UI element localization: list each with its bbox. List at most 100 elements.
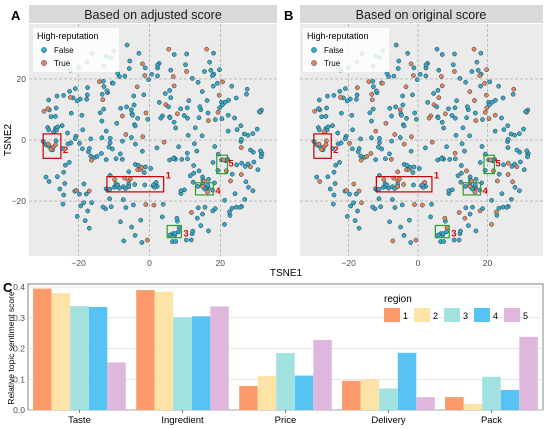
scatter-x-axis-title: TSNE1 xyxy=(270,268,303,279)
false-point xyxy=(139,240,145,245)
legend-label-region-1: 1 xyxy=(403,311,408,321)
y-tick-label-c: 0.4 xyxy=(13,282,25,292)
false-point xyxy=(460,125,466,131)
true-point xyxy=(411,73,416,78)
true-point xyxy=(96,79,102,85)
false-point xyxy=(462,148,467,154)
bar-taste-region-3 xyxy=(70,306,89,410)
false-point xyxy=(505,123,511,129)
true-point xyxy=(484,92,489,98)
x-tick-label-b: 0 xyxy=(416,258,421,268)
points-a xyxy=(40,42,265,245)
false-point xyxy=(399,112,404,118)
x-tick-label-c: Delivery xyxy=(371,415,406,426)
false-point xyxy=(131,93,137,99)
false-point xyxy=(434,46,440,52)
true-point xyxy=(368,151,374,156)
true-point xyxy=(41,108,47,114)
y-tick-label-a: 20 xyxy=(17,74,27,84)
bar-taste-region-2 xyxy=(51,293,71,410)
scatter-y-axis-title: TSNE2 xyxy=(3,123,14,156)
bar-delivery-region-2 xyxy=(360,379,380,410)
false-point xyxy=(317,127,322,133)
false-point xyxy=(517,131,522,136)
false-point xyxy=(353,191,359,197)
false-point xyxy=(250,131,256,136)
x-tick-label-b: 20 xyxy=(483,258,493,268)
region-boxes-a: 1 2 3 4 5 xyxy=(42,133,234,240)
false-point xyxy=(178,188,184,194)
legend-title-a: High-reputation xyxy=(37,31,99,41)
region-box-1 xyxy=(106,176,165,193)
region-label-2: 2 xyxy=(333,145,338,156)
x-ticks-b: −20 0 20 xyxy=(341,258,492,268)
false-point xyxy=(391,73,397,79)
bar-taste-region-5 xyxy=(107,362,126,410)
false-point xyxy=(54,174,60,180)
panel-title-b: Based on original score xyxy=(356,8,487,22)
false-point xyxy=(135,162,141,168)
true-point xyxy=(484,67,489,73)
true-point xyxy=(143,202,149,207)
false-point xyxy=(173,125,178,131)
false-point xyxy=(337,160,342,165)
false-point xyxy=(369,135,374,141)
false-point xyxy=(167,157,172,163)
true-point xyxy=(356,188,362,194)
true-point xyxy=(48,147,54,152)
false-point xyxy=(244,91,249,97)
false-point xyxy=(63,162,68,168)
false-point xyxy=(429,201,434,207)
false-point xyxy=(210,160,216,165)
false-point xyxy=(167,88,173,93)
false-point xyxy=(171,52,177,57)
false-point xyxy=(74,98,80,104)
false-point xyxy=(510,91,516,97)
false-point xyxy=(198,223,204,228)
panel-c: C 0.0 0.1 0.2 0.3 0.4 Taste Ingredient Price De… xyxy=(3,280,544,426)
false-point xyxy=(478,83,483,89)
false-point xyxy=(344,98,350,104)
bar-pack-region-2 xyxy=(463,403,483,410)
false-point xyxy=(210,83,216,89)
true-point xyxy=(175,111,180,117)
false-point xyxy=(458,228,463,234)
true-point xyxy=(184,69,189,74)
false-point xyxy=(258,148,263,154)
false-point xyxy=(207,59,212,65)
false-point xyxy=(199,133,205,139)
legend-label-region-5: 5 xyxy=(523,311,528,321)
false-point xyxy=(457,76,463,81)
false-point xyxy=(127,58,133,64)
true-point xyxy=(142,73,148,78)
false-point xyxy=(219,116,225,122)
true-point xyxy=(205,189,210,195)
true-point xyxy=(472,98,477,103)
true-point xyxy=(495,178,500,184)
false-point xyxy=(452,51,457,57)
bars-c xyxy=(33,288,538,410)
false-point xyxy=(103,157,109,162)
false-point xyxy=(354,96,359,102)
panel-title-a: Based on adjusted score xyxy=(84,8,222,22)
false-point xyxy=(85,208,91,214)
false-point xyxy=(212,144,218,149)
region-box-4 xyxy=(194,182,214,196)
false-point xyxy=(168,95,174,101)
false-point xyxy=(120,138,125,144)
false-point xyxy=(172,231,178,236)
false-point xyxy=(55,124,61,130)
false-point xyxy=(379,146,385,152)
false-point xyxy=(332,181,338,186)
true-point xyxy=(409,134,414,140)
false-point xyxy=(369,118,374,124)
false-point xyxy=(232,191,238,197)
false-point xyxy=(347,191,352,197)
false-point xyxy=(225,128,231,134)
false-point xyxy=(469,69,475,74)
region-box-2 xyxy=(42,133,62,159)
false-point xyxy=(405,50,411,56)
false-point xyxy=(441,239,447,244)
x-tick-label-b: −20 xyxy=(341,258,356,268)
y-tick-label-c: 0.1 xyxy=(13,374,25,384)
